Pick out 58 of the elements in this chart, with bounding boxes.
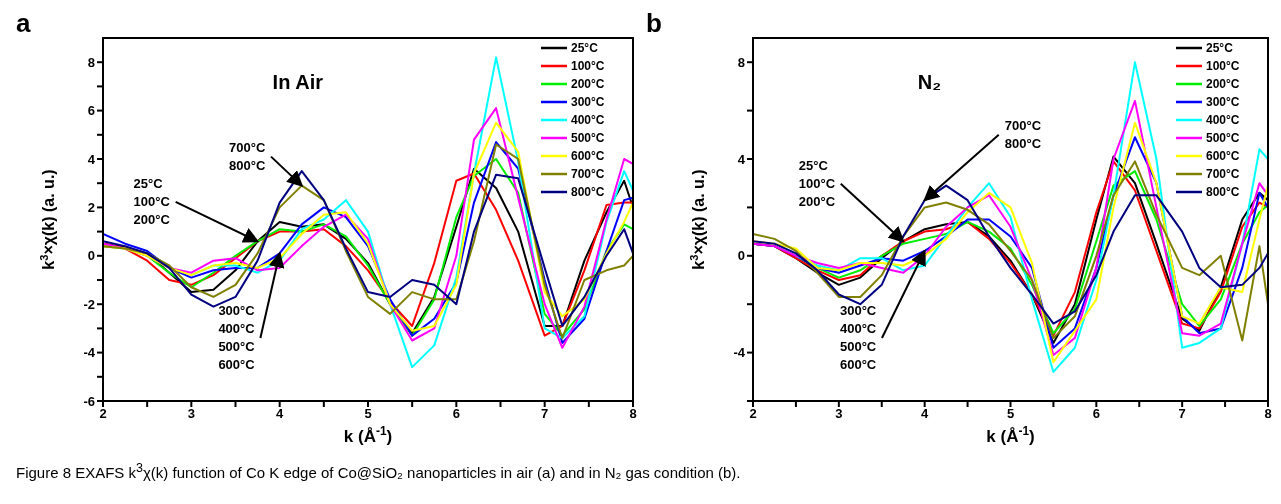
x-axis-title: k (Å$^{-1}$) <box>986 424 1035 446</box>
legend-label: 600°C <box>1206 149 1240 163</box>
annotation: 25°C 100°C 200°C <box>133 175 171 227</box>
legend-label: 500°C <box>1206 131 1240 145</box>
x-tick-label: 5 <box>364 406 372 422</box>
legend-label: 700°C <box>1206 167 1240 181</box>
legend-label: 200°C <box>1206 77 1240 91</box>
x-tick-label: 5 <box>1006 406 1015 422</box>
annotation: 25°C 100°C 200°C <box>798 157 836 209</box>
y-tick-label: 2 <box>87 200 95 216</box>
x-tick-label: 6 <box>452 406 460 422</box>
annotation: 700°C 800°C <box>229 139 266 173</box>
x-tick-label: 8 <box>1264 406 1272 422</box>
x-tick-label: 2 <box>99 406 107 422</box>
chart-title: a <box>16 8 31 38</box>
line-series <box>794 61 1268 373</box>
text: In Air <box>272 70 324 93</box>
x-tick-label: 3 <box>187 406 195 422</box>
annotation: 300°C 400°C 500°C 600°C <box>839 302 877 372</box>
y-tick-label: -6 <box>83 393 95 409</box>
legend-label: 800°C <box>571 185 605 199</box>
y-tick-label: 8 <box>87 54 95 70</box>
legend-label: 100°C <box>1206 59 1240 73</box>
x-tick-label: 3 <box>835 406 843 422</box>
x-axis-title: k (Å$^{-1}$) <box>343 424 393 446</box>
y-tick-label: 8 <box>737 54 745 70</box>
caption: Figure 8 EXAFS k$^{3}$χ(k) function of Co K edge of Co@SiO₂ nanoparticles in air (a) and in N₂ gas condition (b). <box>16 461 742 481</box>
legend-label: 25°C <box>571 41 599 55</box>
legend-label: 100°C <box>571 59 605 73</box>
legend-label: 400°C <box>1206 113 1240 127</box>
x-tick-label: 2 <box>749 406 757 422</box>
y-tick-label: 0 <box>87 248 95 264</box>
x-tick-label: 4 <box>921 406 930 422</box>
y-tick-label: 4 <box>737 151 746 167</box>
legend-label: 300°C <box>1206 95 1240 109</box>
text: N₂ <box>917 70 942 93</box>
y-tick-label: -4 <box>83 345 96 361</box>
annotation: 700°C 800°C <box>1004 117 1042 151</box>
y-tick-label: 6 <box>87 103 95 119</box>
x-tick-label: 7 <box>1178 406 1186 422</box>
legend-label: 300°C <box>571 95 605 109</box>
y-tick-label: 4 <box>87 151 96 167</box>
y-tick-label: -2 <box>83 296 95 312</box>
legend-label: 500°C <box>571 131 605 145</box>
x-tick-label: 4 <box>276 406 285 422</box>
legend-label: 25°C <box>1206 41 1234 55</box>
legend-label: 800°C <box>1206 185 1240 199</box>
legend-label: 600°C <box>571 149 605 163</box>
x-tick-label: 7 <box>541 406 549 422</box>
legend-label: 200°C <box>571 77 605 91</box>
legend-label: 700°C <box>571 167 605 181</box>
x-tick-label: 8 <box>629 406 637 422</box>
annotation: 300°C 400°C 500°C 600°C <box>218 302 256 372</box>
y-tick-label: -4 <box>733 345 746 361</box>
y-tick-label: 0 <box>737 248 745 264</box>
legend-label: 400°C <box>571 113 605 127</box>
chart-title: b <box>646 8 662 38</box>
x-tick-label: 6 <box>1092 406 1100 422</box>
